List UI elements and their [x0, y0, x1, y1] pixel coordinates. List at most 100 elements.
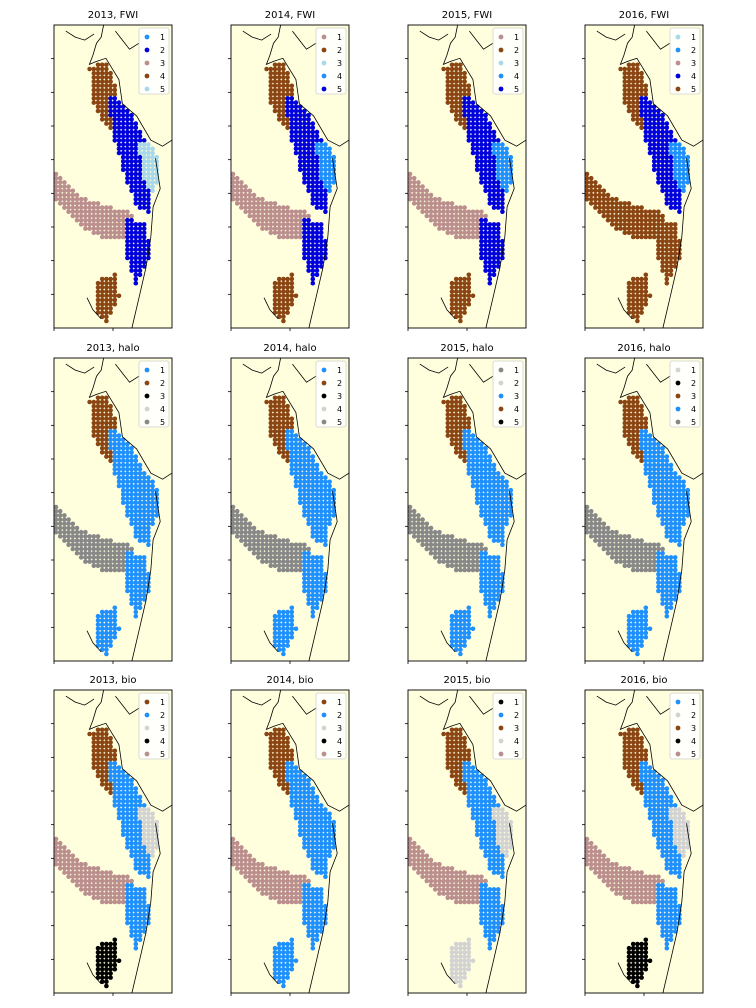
- cluster-point: [70, 874, 76, 880]
- cluster-point: [639, 112, 644, 118]
- cluster-point: [78, 870, 84, 875]
- cluster-point: [437, 534, 442, 539]
- cluster-point: [116, 786, 122, 791]
- cluster-point: [656, 542, 661, 548]
- cluster-point: [133, 937, 139, 943]
- panel-title: 2015, FWI: [442, 10, 492, 21]
- cluster-point: [310, 255, 316, 261]
- cluster-point: [318, 230, 324, 236]
- cluster-point: [630, 209, 636, 215]
- shoreline-line: [265, 24, 350, 147]
- cluster-point: [57, 201, 63, 206]
- cluster-point: [99, 399, 105, 405]
- cluster-point: [133, 226, 139, 231]
- cluster-point: [120, 773, 126, 779]
- cluster-point: [491, 487, 497, 493]
- cluster-point: [129, 159, 134, 164]
- cluster-point: [474, 230, 480, 236]
- cluster-point: [306, 845, 311, 850]
- cluster-point: [668, 492, 674, 497]
- cluster-point: [660, 184, 665, 189]
- cluster-point: [310, 496, 316, 501]
- cluster-point: [137, 853, 143, 859]
- cluster-point: [247, 870, 253, 875]
- cluster-point: [281, 87, 286, 93]
- cluster-point: [91, 542, 97, 548]
- cluster-point: [437, 217, 442, 223]
- cluster-point: [133, 563, 139, 569]
- cluster-point: [449, 280, 455, 286]
- cluster-point: [104, 958, 109, 964]
- cluster-point: [491, 171, 497, 177]
- cluster-point: [323, 247, 328, 252]
- cluster-point: [125, 807, 130, 812]
- cluster-point: [449, 301, 455, 307]
- cluster-point: [83, 882, 88, 888]
- cluster-point: [70, 857, 76, 863]
- cluster-point: [643, 91, 649, 97]
- cluster-point: [234, 192, 240, 198]
- cluster-point: [281, 395, 286, 401]
- cluster-point: [491, 268, 497, 273]
- cluster-point: [281, 769, 286, 775]
- cluster-point: [310, 454, 316, 459]
- cluster-point: [479, 125, 484, 131]
- cluster-point: [116, 437, 122, 443]
- cluster-point: [453, 96, 459, 101]
- cluster-point: [285, 563, 290, 569]
- cluster-point: [285, 458, 290, 464]
- cluster-point: [318, 163, 324, 168]
- cluster-point: [129, 832, 134, 838]
- cluster-point: [66, 870, 71, 875]
- cluster-point: [314, 138, 320, 143]
- cluster-point: [297, 121, 303, 126]
- cluster-point: [137, 466, 143, 472]
- cluster-point: [664, 222, 670, 227]
- cluster-point: [95, 634, 101, 640]
- cluster-point: [458, 613, 463, 619]
- cluster-point: [449, 395, 455, 401]
- cluster-point: [458, 121, 463, 126]
- cluster-point: [268, 740, 274, 745]
- cluster-point: [251, 192, 257, 198]
- cluster-point: [664, 154, 670, 160]
- cluster-point: [95, 740, 101, 745]
- cluster-point: [255, 887, 261, 892]
- cluster-point: [445, 538, 451, 543]
- cluster-point: [428, 217, 434, 223]
- cluster-point: [428, 546, 434, 552]
- cluster-point: [137, 521, 143, 527]
- cluster-point: [137, 887, 143, 892]
- cluster-point: [318, 845, 324, 850]
- cluster-point: [57, 508, 63, 514]
- cluster-point: [504, 184, 509, 189]
- cluster-point: [297, 815, 303, 821]
- cluster-point: [133, 234, 139, 240]
- cluster-point: [99, 108, 105, 114]
- cluster-point: [53, 513, 59, 518]
- cluster-point: [129, 584, 134, 590]
- cluster-point: [491, 576, 497, 581]
- cluster-point: [643, 420, 649, 426]
- cluster-point: [104, 112, 109, 118]
- cluster-point: [639, 222, 644, 227]
- cluster-point: [125, 887, 130, 892]
- legend-label: 3: [691, 59, 696, 68]
- cluster-point: [289, 630, 295, 636]
- cluster-point: [314, 504, 320, 510]
- cluster-point: [297, 146, 303, 152]
- cluster-point: [668, 259, 674, 265]
- cluster-point: [116, 142, 122, 147]
- cluster-point: [458, 230, 463, 236]
- cluster-point: [626, 403, 632, 409]
- cluster-point: [99, 314, 105, 320]
- cluster-point: [99, 209, 105, 215]
- cluster-point: [104, 966, 109, 972]
- cluster-point: [458, 100, 463, 105]
- cluster-point: [668, 576, 674, 581]
- cluster-point: [635, 79, 640, 84]
- cluster-point: [285, 301, 290, 307]
- cluster-point: [112, 563, 118, 569]
- cluster-point: [129, 146, 134, 152]
- cluster-point: [141, 234, 147, 240]
